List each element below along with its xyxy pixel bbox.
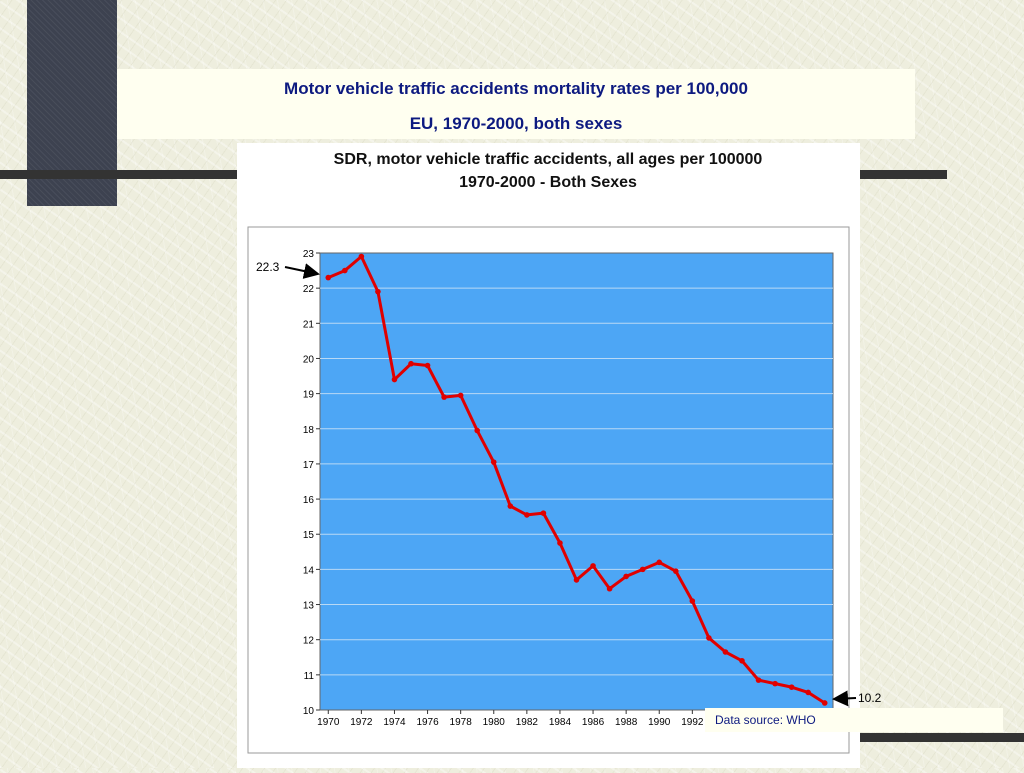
y-tick-label: 19 <box>303 390 315 401</box>
data-point <box>325 274 332 281</box>
data-point <box>706 635 712 641</box>
x-tick-label: 1976 <box>416 717 439 728</box>
data-point <box>524 512 530 518</box>
data-point <box>391 376 398 383</box>
data-point <box>606 585 613 592</box>
slide-title-box: Motor vehicle traffic accidents mortalit… <box>117 69 915 139</box>
data-point <box>342 267 348 274</box>
data-point <box>639 566 646 573</box>
start-value-label: 22.3 <box>256 260 280 274</box>
data-source-note: Data source: WHO <box>705 708 1003 732</box>
y-tick-label: 10 <box>303 706 315 717</box>
x-tick-label: 1974 <box>383 717 406 728</box>
chart-title: SDR, motor vehicle traffic accidents, al… <box>334 151 763 168</box>
y-tick-label: 15 <box>303 530 315 541</box>
x-tick-label: 1982 <box>516 717 539 728</box>
y-tick-label: 20 <box>303 354 315 365</box>
chart-panel: SDR, motor vehicle traffic accidents, al… <box>237 143 860 768</box>
data-point <box>672 568 679 574</box>
x-tick-label: 1992 <box>681 717 704 728</box>
data-point <box>788 684 795 690</box>
x-tick-label: 1984 <box>549 717 572 728</box>
chart-subtitle: 1970-2000 - Both Sexes <box>459 174 637 191</box>
data-point <box>772 680 778 687</box>
y-tick-label: 13 <box>303 601 315 612</box>
data-point <box>656 559 663 566</box>
data-point <box>755 677 762 683</box>
y-tick-label: 16 <box>303 495 315 506</box>
data-point <box>573 577 580 583</box>
data-point <box>441 394 447 400</box>
data-point <box>474 427 481 434</box>
x-tick-label: 1978 <box>450 717 473 728</box>
y-tick-label: 11 <box>304 671 315 682</box>
y-tick-label: 22 <box>303 284 315 295</box>
data-point <box>490 459 497 465</box>
data-point <box>424 362 431 369</box>
decorative-bar-right <box>860 170 947 179</box>
y-tick-label: 12 <box>303 636 315 647</box>
data-point <box>375 288 381 295</box>
plot-area <box>319 252 834 711</box>
decorative-bar-bottom-right <box>860 733 1024 742</box>
data-point <box>821 700 828 706</box>
x-tick-label: 1988 <box>615 717 638 728</box>
data-point <box>408 360 414 367</box>
y-tick-label: 21 <box>303 319 315 330</box>
y-tick-label: 23 <box>303 249 315 260</box>
y-tick-label: 14 <box>303 565 315 576</box>
data-point <box>590 563 596 569</box>
slide-subtitle: EU, 1970-2000, both sexes <box>409 114 623 133</box>
data-point <box>689 598 696 604</box>
data-point <box>507 503 514 509</box>
data-point <box>739 657 745 664</box>
x-tick-label: 1980 <box>483 717 506 728</box>
x-tick-label: 1986 <box>582 717 605 728</box>
y-tick-label: 17 <box>303 460 315 471</box>
data-point <box>805 689 811 696</box>
data-point <box>557 540 563 546</box>
y-tick-label: 18 <box>303 425 315 436</box>
data-point <box>540 510 547 516</box>
chart-svg: SDR, motor vehicle traffic accidents, al… <box>247 151 850 754</box>
x-tick-label: 1990 <box>648 717 671 728</box>
data-point <box>457 392 464 399</box>
x-tick-label: 1972 <box>350 717 373 728</box>
slide-title: Motor vehicle traffic accidents mortalit… <box>284 79 748 98</box>
data-point <box>722 649 729 655</box>
decorative-bar-left <box>0 170 240 179</box>
x-tick-label: 1970 <box>317 717 340 728</box>
end-value-label: 10.2 <box>858 691 882 705</box>
data-point <box>358 253 365 260</box>
data-point <box>623 573 629 580</box>
